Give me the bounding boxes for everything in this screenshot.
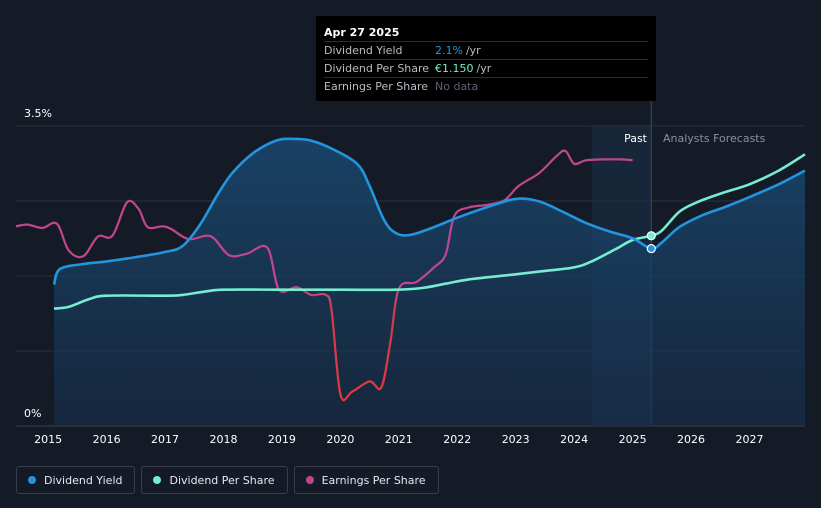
x-tick-label: 2017 <box>151 433 179 446</box>
legend-dot-icon <box>28 476 36 484</box>
legend: Dividend Yield Dividend Per Share Earnin… <box>16 466 439 494</box>
x-axis: 2015 2016 2017 2018 2019 2020 2021 2022 2023 2024… <box>34 433 763 446</box>
tooltip-row-earnings-per-share: Earnings Per Share No data <box>324 77 648 95</box>
yield-area <box>54 138 805 426</box>
x-tick-label: 2015 <box>34 433 62 446</box>
dividend-per-share-marker <box>646 231 656 241</box>
y-tick-label: 3.5% <box>24 107 52 120</box>
series-lines <box>15 137 806 402</box>
legend-label: Earnings Per Share <box>321 473 426 487</box>
x-tick-label: 2024 <box>560 433 588 446</box>
dividend-per-share-line <box>53 153 806 310</box>
tooltip-label: Dividend Yield <box>324 44 403 57</box>
tooltip-date: Apr 27 2025 <box>324 26 400 39</box>
legend-label: Dividend Per Share <box>169 473 275 487</box>
legend-item-dividend-per-share[interactable]: Dividend Per Share <box>141 466 288 494</box>
dividend-yield-line <box>52 137 806 286</box>
x-tick-label: 2026 <box>677 433 705 446</box>
legend-item-dividend-yield[interactable]: Dividend Yield <box>16 466 136 494</box>
earnings-per-share-line <box>15 149 633 402</box>
tooltip-label: Dividend Per Share <box>324 62 430 75</box>
legend-dot-icon <box>153 476 162 484</box>
forecast-label: Analysts Forecasts <box>663 132 766 145</box>
legend-item-earnings-per-share[interactable]: Earnings Per Share <box>293 466 439 494</box>
x-tick-label: 2021 <box>385 433 413 446</box>
x-tick-label: 2019 <box>268 433 296 446</box>
x-tick-label: 2023 <box>502 433 530 446</box>
x-tick-label: 2020 <box>326 433 354 446</box>
tooltip-unit: /yr <box>476 62 492 75</box>
current-markers <box>646 231 656 254</box>
dividend-yield-area <box>54 138 805 426</box>
dividend-yield-marker <box>646 243 656 254</box>
tooltip-row-dividend-yield: Dividend Yield 2.1% /yr <box>324 41 648 59</box>
legend-label: Dividend Yield <box>44 473 123 487</box>
tooltip-unit: /yr <box>465 44 481 57</box>
x-tick-label: 2018 <box>209 433 237 446</box>
x-tick-label: 2025 <box>619 433 647 446</box>
y-axis: 3.5% 0% <box>24 107 52 420</box>
tooltip-value: 2.1% <box>435 44 463 57</box>
x-tick-label: 2022 <box>443 433 471 446</box>
legend-dot-icon <box>305 476 314 484</box>
tooltip-row-dividend-per-share: Dividend Per Share €1.150 /yr <box>324 59 648 77</box>
x-tick-label: 2016 <box>93 433 121 446</box>
past-label: Past <box>624 132 648 145</box>
x-tick-label: 2027 <box>735 433 763 446</box>
tooltip-value: €1.150 <box>435 62 474 75</box>
tooltip: Apr 27 2025 Dividend Yield 2.1% /yr Divi… <box>316 16 656 101</box>
tooltip-value: No data <box>435 80 479 93</box>
region-labels: Past Analysts Forecasts <box>624 132 766 145</box>
tooltip-label: Earnings Per Share <box>324 80 429 93</box>
y-tick-label: 0% <box>24 407 41 420</box>
